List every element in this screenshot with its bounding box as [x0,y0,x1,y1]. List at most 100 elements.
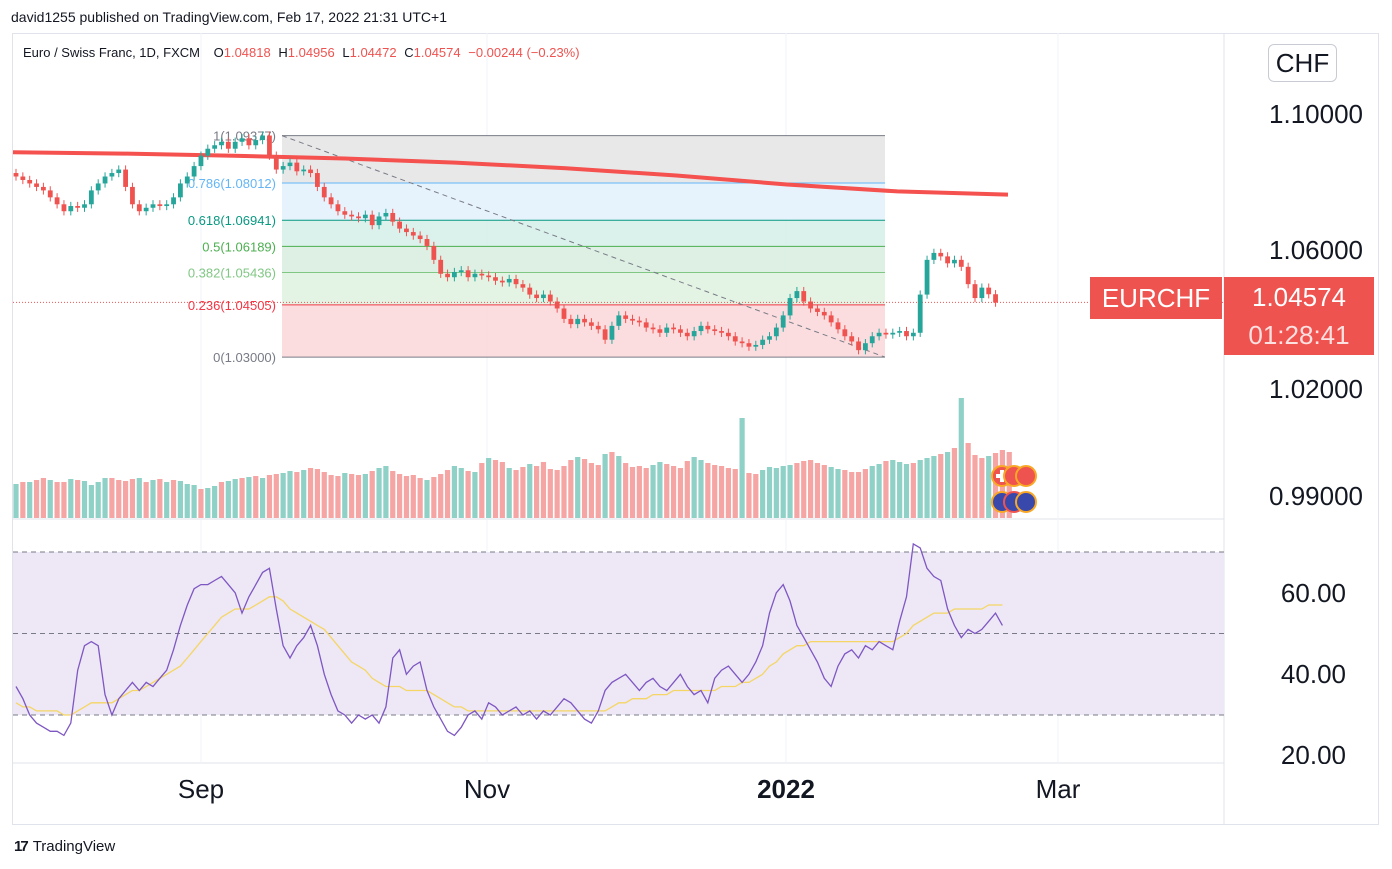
volume-bar [773,468,779,518]
volume-bar [760,470,766,518]
time-tick-label: Mar [1035,774,1081,804]
current-symbol-badge: EURCHF [1090,277,1222,319]
volume-bar [177,481,183,518]
candle-body [952,259,957,264]
fib-zone [282,183,885,221]
time-tick-label: 2022 [757,774,815,804]
candle-body [184,176,190,184]
candle-body [732,336,738,342]
footer-brand[interactable]: 17 TradingView [14,838,115,855]
fib-zone [282,246,885,273]
candle-body [705,325,711,330]
volume-bar [451,466,457,518]
candle-body [602,329,608,340]
candle-body [883,332,889,335]
rsi-line [15,542,1003,737]
candle-body [75,206,81,208]
candle-body [150,204,156,208]
candle-body [773,327,779,337]
volume-bar [109,478,115,518]
candle-body [479,273,485,276]
candle-body [61,204,67,212]
candle-body [630,318,635,321]
candle-body [198,155,204,167]
candle-body [88,190,94,205]
candle-body [506,278,512,283]
candle-body [438,259,444,274]
volume-bar [965,443,971,518]
volume-bar [986,456,992,518]
time-tick-label: Nov [463,774,511,804]
candle-body [917,294,923,333]
currency-badge[interactable]: CHF [1268,44,1337,82]
volume-bar [410,475,416,518]
candle-body [541,294,546,299]
candle-body [671,327,676,330]
volume-bar [75,480,81,518]
volume-bar [945,452,951,518]
candle-body [95,183,101,191]
volume-bar [253,476,259,518]
candle-body [328,197,334,205]
volume-bar [629,467,636,518]
rsi-tick-label: 60.00 [1280,578,1346,608]
volume-bar [314,469,320,518]
volume-bar [355,475,362,518]
candle-body [452,272,457,278]
candle-body [623,315,629,319]
volume-bar [664,464,670,518]
candle-body [719,331,724,333]
legend-high-label: H [278,45,288,60]
volume-bar [636,466,642,518]
volume-bar [40,478,46,518]
volume-bar [814,463,821,518]
fib-level-label: 0(1.03000) [213,350,276,365]
candle-body [287,162,293,167]
candle-body [595,325,601,330]
volume-bar [897,462,903,518]
volume-bar [397,474,403,518]
candle-body [828,315,834,323]
volume-bar [616,456,622,518]
volume-bar [486,458,492,518]
volume-bar [581,459,588,518]
time-tick-label: Sep [177,774,225,804]
volume-bar [671,466,677,518]
fib-level-label: 1(1.09377) [213,129,276,144]
publisher-line: david1255 published on TradingView.com, … [11,9,447,25]
candle-body [225,141,231,149]
volume-bar [328,475,334,518]
volume-bar [27,482,33,518]
candle-body [643,322,649,328]
candle-body [691,331,697,337]
candle-body [979,287,985,299]
volume-bar [917,460,923,518]
volume-bar [657,462,663,518]
volume-bar [835,469,841,518]
volume-bar [609,452,615,518]
volume-bar [273,474,279,518]
candle-body [280,166,286,170]
fib-zone [282,220,885,247]
volume-bar [691,457,697,518]
volume-bar [842,470,848,518]
volume-bar [650,465,656,518]
candle-body [82,204,87,208]
volume-bar [499,462,505,518]
current-price: 1.04574 [1252,282,1346,312]
candle-body [712,329,718,332]
volume-bar [684,461,690,518]
volume-bar [444,470,451,518]
eu-flag-event-icon[interactable] [1015,491,1037,513]
volume-bar [164,482,170,518]
swiss-flag-event-icon[interactable] [1015,465,1037,487]
candle-body [876,332,882,337]
candle-body [253,140,259,146]
volume-bar [102,478,108,518]
candle-body [349,214,355,217]
candle-body [520,284,526,288]
volume-bar [739,418,745,518]
volume-bar [862,469,868,518]
candle-body [123,169,128,187]
